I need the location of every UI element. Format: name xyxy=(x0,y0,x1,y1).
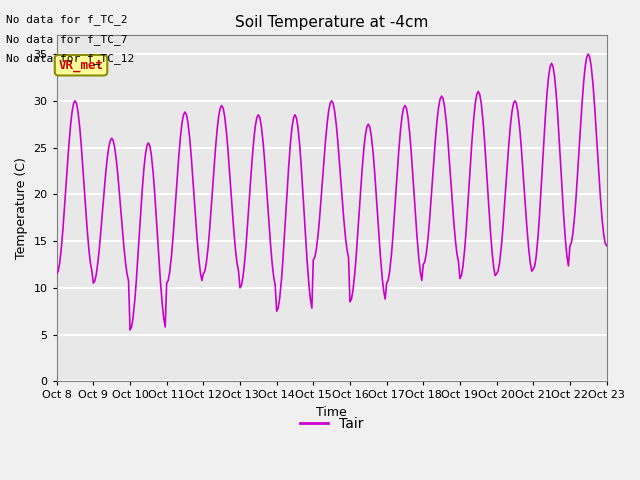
Text: VR_met: VR_met xyxy=(58,59,104,72)
Title: Soil Temperature at -4cm: Soil Temperature at -4cm xyxy=(235,15,428,30)
Y-axis label: Temperature (C): Temperature (C) xyxy=(15,157,28,259)
Legend: Tair: Tair xyxy=(294,412,369,437)
X-axis label: Time: Time xyxy=(316,406,347,419)
Text: No data for f_TC_12: No data for f_TC_12 xyxy=(6,53,134,64)
Text: No data for f_TC_2: No data for f_TC_2 xyxy=(6,14,128,25)
Text: No data for f_TC_7: No data for f_TC_7 xyxy=(6,34,128,45)
